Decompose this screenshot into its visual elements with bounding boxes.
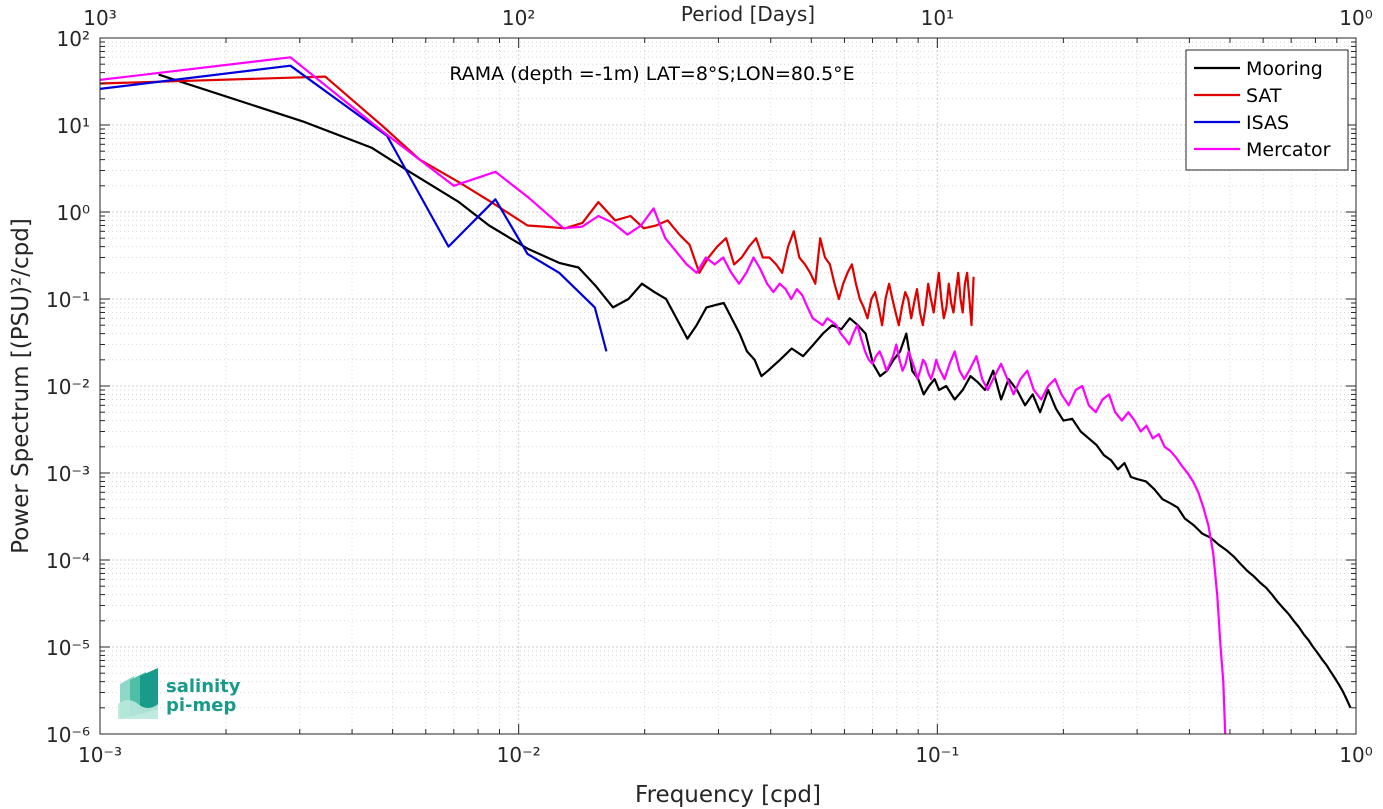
y-tick-label: 10⁻⁶	[46, 723, 90, 747]
x-axis-label: Frequency [cpd]	[635, 782, 821, 808]
legend-label-sat: SAT	[1246, 85, 1282, 107]
top-axis-label: Period [Days]	[681, 2, 815, 26]
logo-line2: pi-mep	[166, 695, 236, 716]
series-line-mooring	[158, 73, 1352, 709]
y-tick-label: 10⁰	[57, 201, 90, 225]
y-tick-label: 10⁻⁵	[46, 636, 90, 660]
series-line-isas	[99, 64, 608, 352]
x-tick-label: 10⁻²	[497, 743, 541, 767]
y-tick-label: 10⁻⁴	[46, 549, 90, 573]
y-tick-label: 10⁻³	[46, 462, 90, 486]
ticks	[99, 37, 1357, 735]
legend-label-isas: ISAS	[1246, 112, 1289, 134]
logo-line1: salinity	[166, 676, 241, 697]
salinity-pi-mep-logo: salinity pi-mep	[118, 668, 241, 719]
series-layer	[99, 56, 1352, 735]
x-tick-label: 10⁻¹	[915, 743, 959, 767]
legend: Mooring SAT ISAS Mercator	[1185, 49, 1349, 171]
series-line-sat	[99, 75, 975, 327]
legend-label-mooring: Mooring	[1246, 58, 1323, 80]
y-tick-label: 10⁻²	[46, 375, 90, 399]
top-tick-label: 10²	[502, 6, 535, 30]
top-tick-label: 10¹	[921, 6, 954, 30]
legend-label-mercator: Mercator	[1246, 139, 1331, 161]
y-axis-label: Power Spectrum [(PSU)²/cpd]	[8, 218, 34, 554]
y-tick-label: 10²	[57, 27, 90, 51]
x-tick-label: 10⁰	[1339, 743, 1372, 767]
tick-labels: 10⁻³ 10³ 10⁻² 10² 10⁻¹ 10¹ 10⁰ 10⁰ 10⁻⁶ 10⁻⁵ 10⁻⁴ 1…	[46, 6, 1373, 767]
top-tick-label: 10³	[83, 6, 116, 30]
y-tick-label: 10¹	[57, 114, 90, 138]
series-line-mercator	[99, 56, 1227, 735]
logo-waves-icon	[118, 668, 158, 719]
chart-title: RAMA (depth =-1m) LAT=8°S;LON=80.5°E	[449, 63, 854, 85]
y-tick-label: 10⁻¹	[46, 288, 90, 312]
x-tick-label: 10⁻³	[78, 743, 122, 767]
top-tick-label: 10⁰	[1339, 6, 1372, 30]
